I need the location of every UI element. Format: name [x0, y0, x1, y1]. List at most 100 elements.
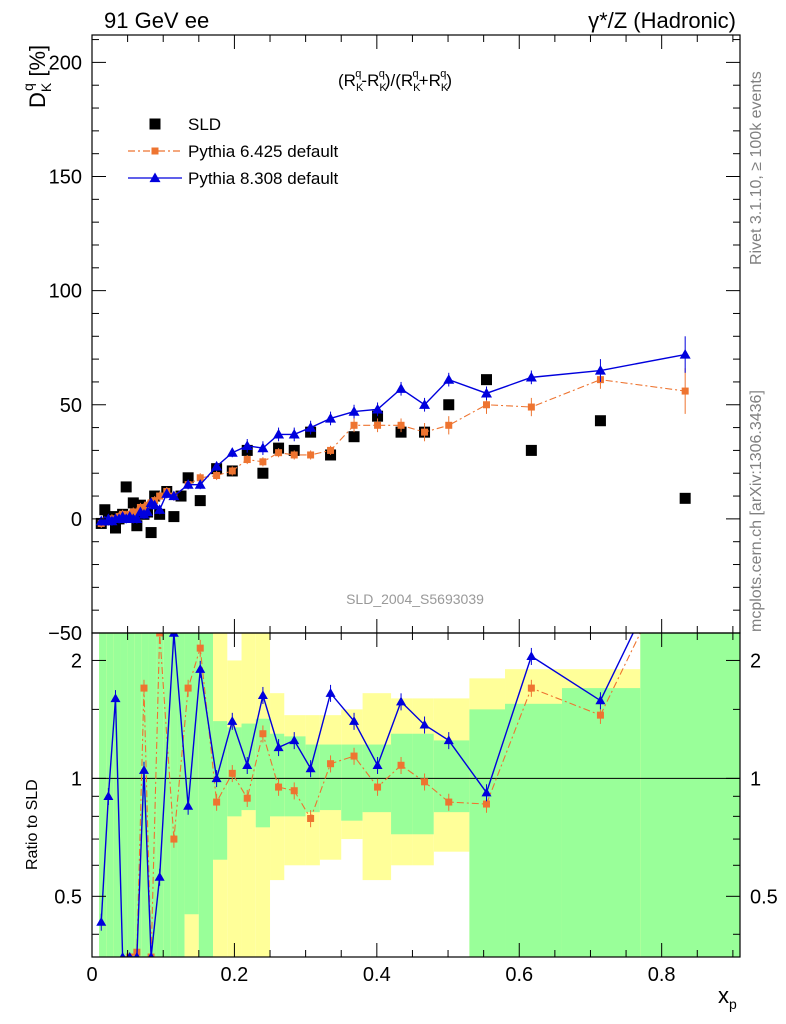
- ratio-series: [92, 633, 740, 957]
- inner-band-segment: [163, 633, 171, 957]
- data-point: [228, 467, 236, 475]
- data-point: [397, 421, 405, 429]
- y-tick-label: 0: [71, 509, 82, 531]
- analysis-watermark: SLD_2004_S5693039: [346, 591, 484, 607]
- inner-band-segment: [170, 633, 178, 957]
- inner-band-segment: [213, 721, 228, 860]
- formula-label: (RKq-RKq)/(RKq+RKq): [338, 68, 452, 94]
- ratio-point: [170, 835, 178, 843]
- data-point: [168, 511, 180, 523]
- ratio-point: [305, 763, 316, 773]
- data-point: [213, 472, 221, 480]
- ratio-point: [327, 760, 335, 768]
- inner-band-segment: [561, 688, 641, 957]
- data-point: [131, 520, 143, 532]
- ratio-point: [396, 696, 407, 706]
- inner-band-segment: [391, 733, 413, 835]
- ratio-point: [372, 760, 383, 770]
- data-point: [480, 387, 492, 398]
- ratio-tick-label-right: 0.5: [750, 886, 778, 908]
- inner-band-segment: [134, 633, 142, 957]
- ratio-point: [213, 798, 221, 806]
- main-y-axis-label: DK [%] q: [20, 45, 54, 108]
- ratio-point: [168, 633, 179, 637]
- data-point: [327, 446, 335, 454]
- ratio-point: [443, 735, 454, 745]
- inner-band-segment: [127, 633, 135, 957]
- x-tick-label: 0.4: [363, 964, 391, 986]
- svg-text:DK [%]: DK [%]: [25, 45, 54, 108]
- data-point: [325, 412, 337, 423]
- data-point: [525, 371, 537, 382]
- ratio-plot: [92, 633, 740, 957]
- ylabel-sup: q: [20, 83, 36, 91]
- data-point: [445, 421, 453, 429]
- ratio-tick-label: 1: [71, 768, 82, 790]
- header-right: γ*/Z (Hadronic): [588, 8, 736, 33]
- legend: SLD Pythia 6.425 default Pythia 8.308 defa…: [128, 115, 339, 188]
- ratio-y-axis-label: Ratio to SLD: [24, 779, 41, 870]
- x-tick-label: 0.8: [648, 964, 676, 986]
- ratio-point: [138, 765, 149, 774]
- legend-label: SLD: [188, 115, 221, 134]
- ratio-point: [325, 688, 336, 697]
- series-line: [100, 379, 686, 524]
- data-point: [127, 497, 139, 509]
- data-point: [156, 492, 164, 500]
- data-point: [480, 374, 492, 386]
- ratio-point: [419, 719, 430, 729]
- ratio-point: [350, 752, 358, 760]
- inner-band-segment: [341, 744, 363, 821]
- data-point: [419, 399, 431, 409]
- x-tick-label: 0.2: [221, 964, 249, 986]
- ratio-point: [126, 952, 133, 957]
- ratio-uncertainty-bands: [99, 633, 740, 957]
- legend-label: Pythia 6.425 default: [188, 142, 339, 161]
- rivet-version-label: Rivet 3.1.10, ≥ 100k events: [748, 71, 765, 265]
- ratio-point: [289, 735, 300, 745]
- inner-band-segment: [270, 733, 285, 817]
- data-point: [243, 456, 251, 464]
- inner-band-segment: [640, 633, 740, 957]
- data-point: [149, 499, 161, 510]
- data-point: [182, 472, 194, 484]
- ratio-point: [195, 664, 206, 673]
- data-point: [443, 374, 455, 384]
- data-point: [374, 421, 382, 429]
- ratio-point: [349, 716, 360, 725]
- ratio-line: [100, 633, 601, 957]
- data-point: [290, 451, 298, 459]
- data-point: [226, 447, 238, 457]
- ratio-point: [154, 872, 165, 881]
- data-point: [305, 422, 317, 432]
- data-point: [257, 467, 269, 479]
- data-point: [594, 415, 606, 427]
- data-point: [307, 451, 315, 459]
- ratio-point: [257, 690, 268, 699]
- data-point: [142, 506, 154, 517]
- ratio-point: [242, 760, 253, 770]
- y-tick-label: 100: [49, 281, 82, 303]
- y-tick-label: 50: [60, 395, 82, 417]
- data-point: [525, 444, 537, 456]
- x-tick-label: 0.6: [505, 964, 533, 986]
- data-point: [257, 442, 269, 453]
- data-point: [109, 522, 121, 534]
- header-left: 91 GeV ee: [104, 8, 209, 33]
- data-point: [395, 383, 407, 393]
- legend-entry-2: Pythia 8.308 default: [128, 169, 339, 188]
- legend-label: Pythia 8.308 default: [188, 169, 339, 188]
- data-point: [196, 474, 204, 482]
- ratio-line-extension: [599, 633, 641, 716]
- inner-band-segment: [113, 633, 121, 957]
- ratio-point: [211, 773, 222, 783]
- ratio-tick-label-right: 1: [750, 768, 761, 790]
- inner-band-segment: [148, 633, 157, 957]
- data-point: [175, 490, 187, 502]
- ratio-line: [129, 633, 601, 957]
- ratio-point: [140, 684, 148, 692]
- data-point: [241, 440, 253, 450]
- ratio-point: [259, 730, 267, 738]
- ratio-point: [110, 693, 121, 703]
